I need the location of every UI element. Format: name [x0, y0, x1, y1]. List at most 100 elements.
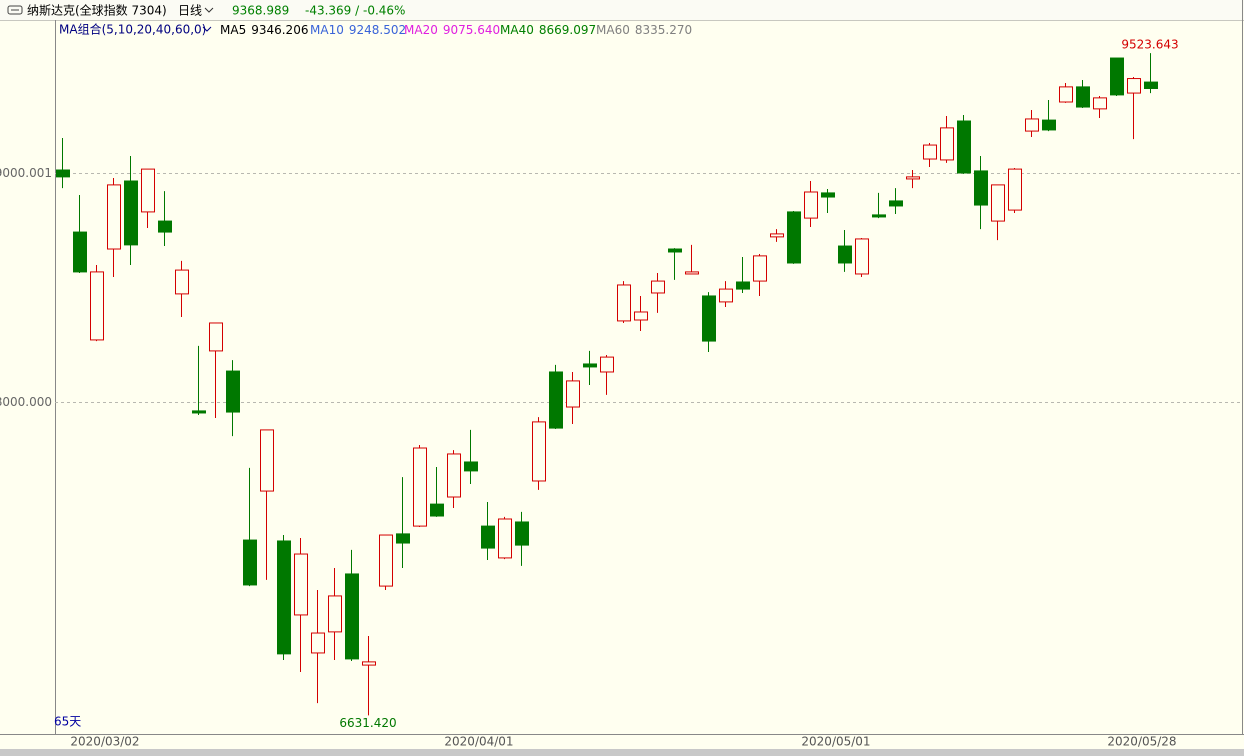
- candle-body: [1093, 97, 1107, 110]
- header-change: -43.369 / -0.46%: [305, 4, 405, 18]
- ma-legend-item: MA20 9075.640: [404, 23, 500, 37]
- candle-body: [549, 371, 563, 429]
- candle-body: [838, 245, 852, 264]
- candle-body: [362, 661, 376, 666]
- candle-body: [1144, 81, 1158, 89]
- candle-body: [872, 214, 886, 218]
- candle-body: [192, 410, 206, 414]
- candle-body: [957, 120, 971, 174]
- header-bar: [0, 0, 1244, 20]
- ma-name: MA60: [596, 23, 630, 37]
- ma-name: MA10: [310, 23, 344, 37]
- candle-body: [889, 200, 903, 207]
- candle-body: [634, 311, 648, 321]
- ma-name: MA5: [220, 23, 246, 37]
- candle-body: [481, 525, 495, 549]
- candle-body: [73, 231, 87, 273]
- candle-body: [413, 447, 427, 527]
- candle-body: [617, 284, 631, 322]
- candle-body: [566, 380, 580, 408]
- candle-body: [226, 370, 240, 413]
- candle-body: [209, 322, 223, 352]
- candle-body: [1008, 168, 1022, 211]
- candle-body: [787, 211, 801, 264]
- candle-body: [583, 363, 597, 368]
- candle-body: [923, 144, 937, 160]
- x-tick-label: 2020/03/02: [70, 735, 139, 749]
- candle-body: [311, 632, 325, 654]
- candle-body: [974, 170, 988, 206]
- header-title: 纳斯达克(全球指数 7304): [27, 3, 167, 18]
- candle-body: [532, 421, 546, 482]
- candle-body: [294, 553, 308, 616]
- candle-body: [260, 429, 274, 492]
- ma-name: MA20: [404, 23, 438, 37]
- ma-chevron[interactable]: [202, 26, 212, 32]
- candle-body: [124, 180, 138, 246]
- y-tick-label: 8000.000: [0, 395, 52, 409]
- candle-body: [1076, 86, 1090, 108]
- candle-body: [447, 453, 461, 498]
- ma-legend-item: MA10 9248.502: [310, 23, 406, 37]
- candle-body: [753, 255, 767, 282]
- candle-body: [379, 534, 393, 587]
- candle-body: [515, 521, 529, 546]
- candle-body: [1059, 86, 1073, 103]
- ma-name: MA40: [500, 23, 534, 37]
- candle-body: [396, 533, 410, 544]
- candle-body: [804, 191, 818, 219]
- candle-body: [940, 127, 954, 161]
- candle-body: [90, 271, 104, 341]
- ma-legend-item: MA60 8335.270: [596, 23, 692, 37]
- ma-value: 9075.640: [443, 23, 500, 37]
- x-tick-label: 2020/05/28: [1107, 735, 1176, 749]
- ma-value: 9346.206: [251, 23, 308, 37]
- candle-body: [770, 233, 784, 238]
- candle-body: [464, 461, 478, 472]
- x-tick-label: 2020/05/01: [801, 735, 870, 749]
- candle-body: [668, 248, 682, 253]
- candle-body: [1042, 119, 1056, 131]
- candle-body: [56, 169, 70, 178]
- candle-body: [821, 192, 835, 198]
- menu-icon[interactable]: [7, 5, 23, 15]
- candle-body: [328, 595, 342, 633]
- candle-body: [991, 184, 1005, 222]
- candle-body: [719, 288, 733, 303]
- ma-value: 8335.270: [635, 23, 692, 37]
- ma-value: 8669.097: [539, 23, 596, 37]
- y-tick-label: 9000.001: [0, 166, 52, 180]
- period-chevron[interactable]: [204, 7, 214, 13]
- header-price: 9368.989: [232, 4, 289, 18]
- ma-value: 9248.502: [349, 23, 406, 37]
- candle-body: [1025, 118, 1039, 132]
- x-tick-label: 2020/04/01: [444, 735, 513, 749]
- candle-body: [685, 271, 699, 275]
- candle-body: [736, 281, 750, 290]
- candle-body: [141, 168, 155, 213]
- candle-body: [430, 503, 444, 517]
- max-label: 9523.643: [1121, 38, 1178, 52]
- period-label: 65天: [54, 715, 81, 729]
- candle-body: [1127, 78, 1141, 94]
- candle-body: [175, 269, 189, 295]
- candle-body: [277, 540, 291, 655]
- candle-body: [345, 573, 359, 660]
- ma-title[interactable]: MA组合(5,10,20,40,60,0): [59, 22, 206, 37]
- ma-legend-item: MA40 8669.097: [500, 23, 596, 37]
- candle-body: [107, 184, 121, 250]
- candle-body: [158, 220, 172, 233]
- candle-body: [243, 539, 257, 586]
- candle-body: [1110, 57, 1124, 96]
- candle-body: [600, 356, 614, 373]
- ma-legend-item: MA5 9346.206: [220, 23, 308, 37]
- min-label: 6631.420: [339, 716, 396, 730]
- candle-body: [906, 176, 920, 180]
- scroll-bar[interactable]: [0, 749, 1244, 756]
- period[interactable]: 日线: [178, 4, 202, 18]
- candle-body: [702, 295, 716, 342]
- candle-body: [651, 280, 665, 294]
- candle-body: [855, 238, 869, 275]
